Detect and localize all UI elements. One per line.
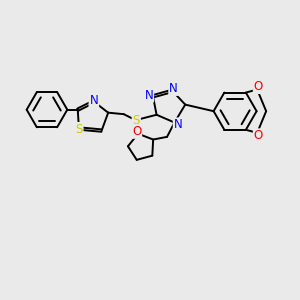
Text: N: N: [174, 118, 182, 131]
Text: O: O: [254, 129, 263, 142]
Text: N: N: [169, 82, 178, 95]
Text: S: S: [133, 114, 140, 127]
Text: N: N: [89, 94, 98, 107]
Text: S: S: [75, 123, 82, 136]
Text: O: O: [254, 80, 263, 93]
Text: N: N: [144, 88, 153, 102]
Text: O: O: [132, 125, 141, 138]
